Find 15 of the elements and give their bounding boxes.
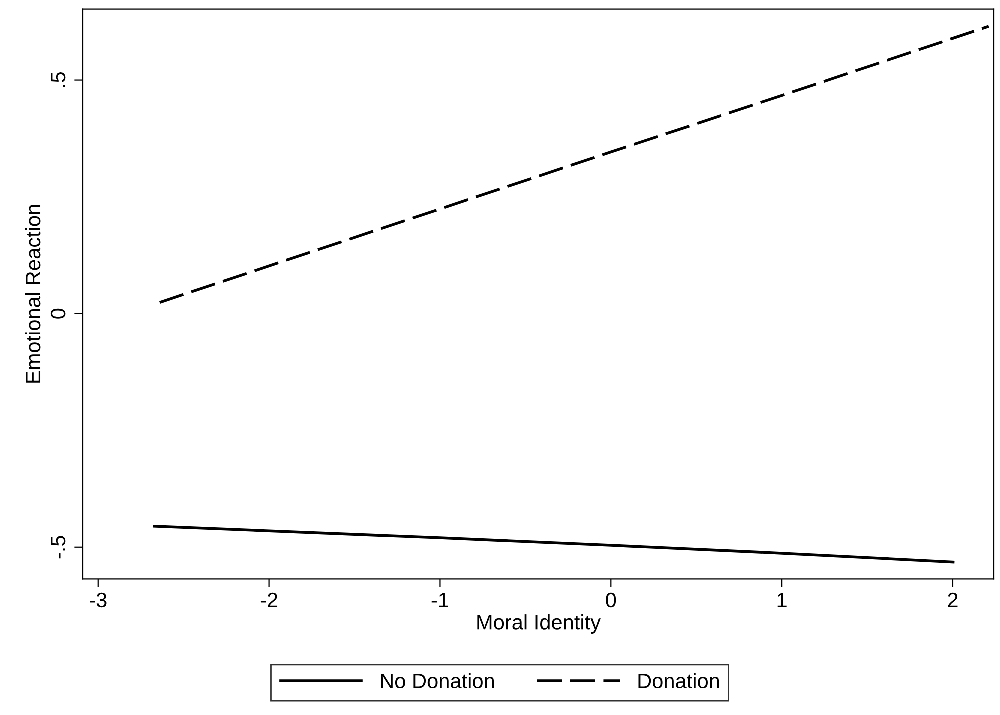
legend-label: No Donation: [381, 673, 494, 689]
legend-label: Donation: [638, 673, 720, 689]
y-tick-label: -.5: [51, 536, 66, 559]
line-series: [152, 524, 956, 564]
x-tick-label: 1: [778, 593, 787, 608]
line-series: [158, 25, 990, 304]
x-tick-label: 0: [606, 592, 616, 608]
y-tick-label: .5: [51, 72, 66, 88]
x-tick-label: -3: [90, 592, 107, 608]
x-tick-label: -1: [432, 593, 448, 608]
x-tick-label: -2: [260, 592, 278, 608]
x-axis-title: Moral Identity: [478, 614, 601, 634]
x-tick-label: 2: [948, 592, 958, 608]
y-axis-title: Emotional Reaction: [25, 205, 41, 383]
y-tick-label: 0: [50, 308, 66, 319]
